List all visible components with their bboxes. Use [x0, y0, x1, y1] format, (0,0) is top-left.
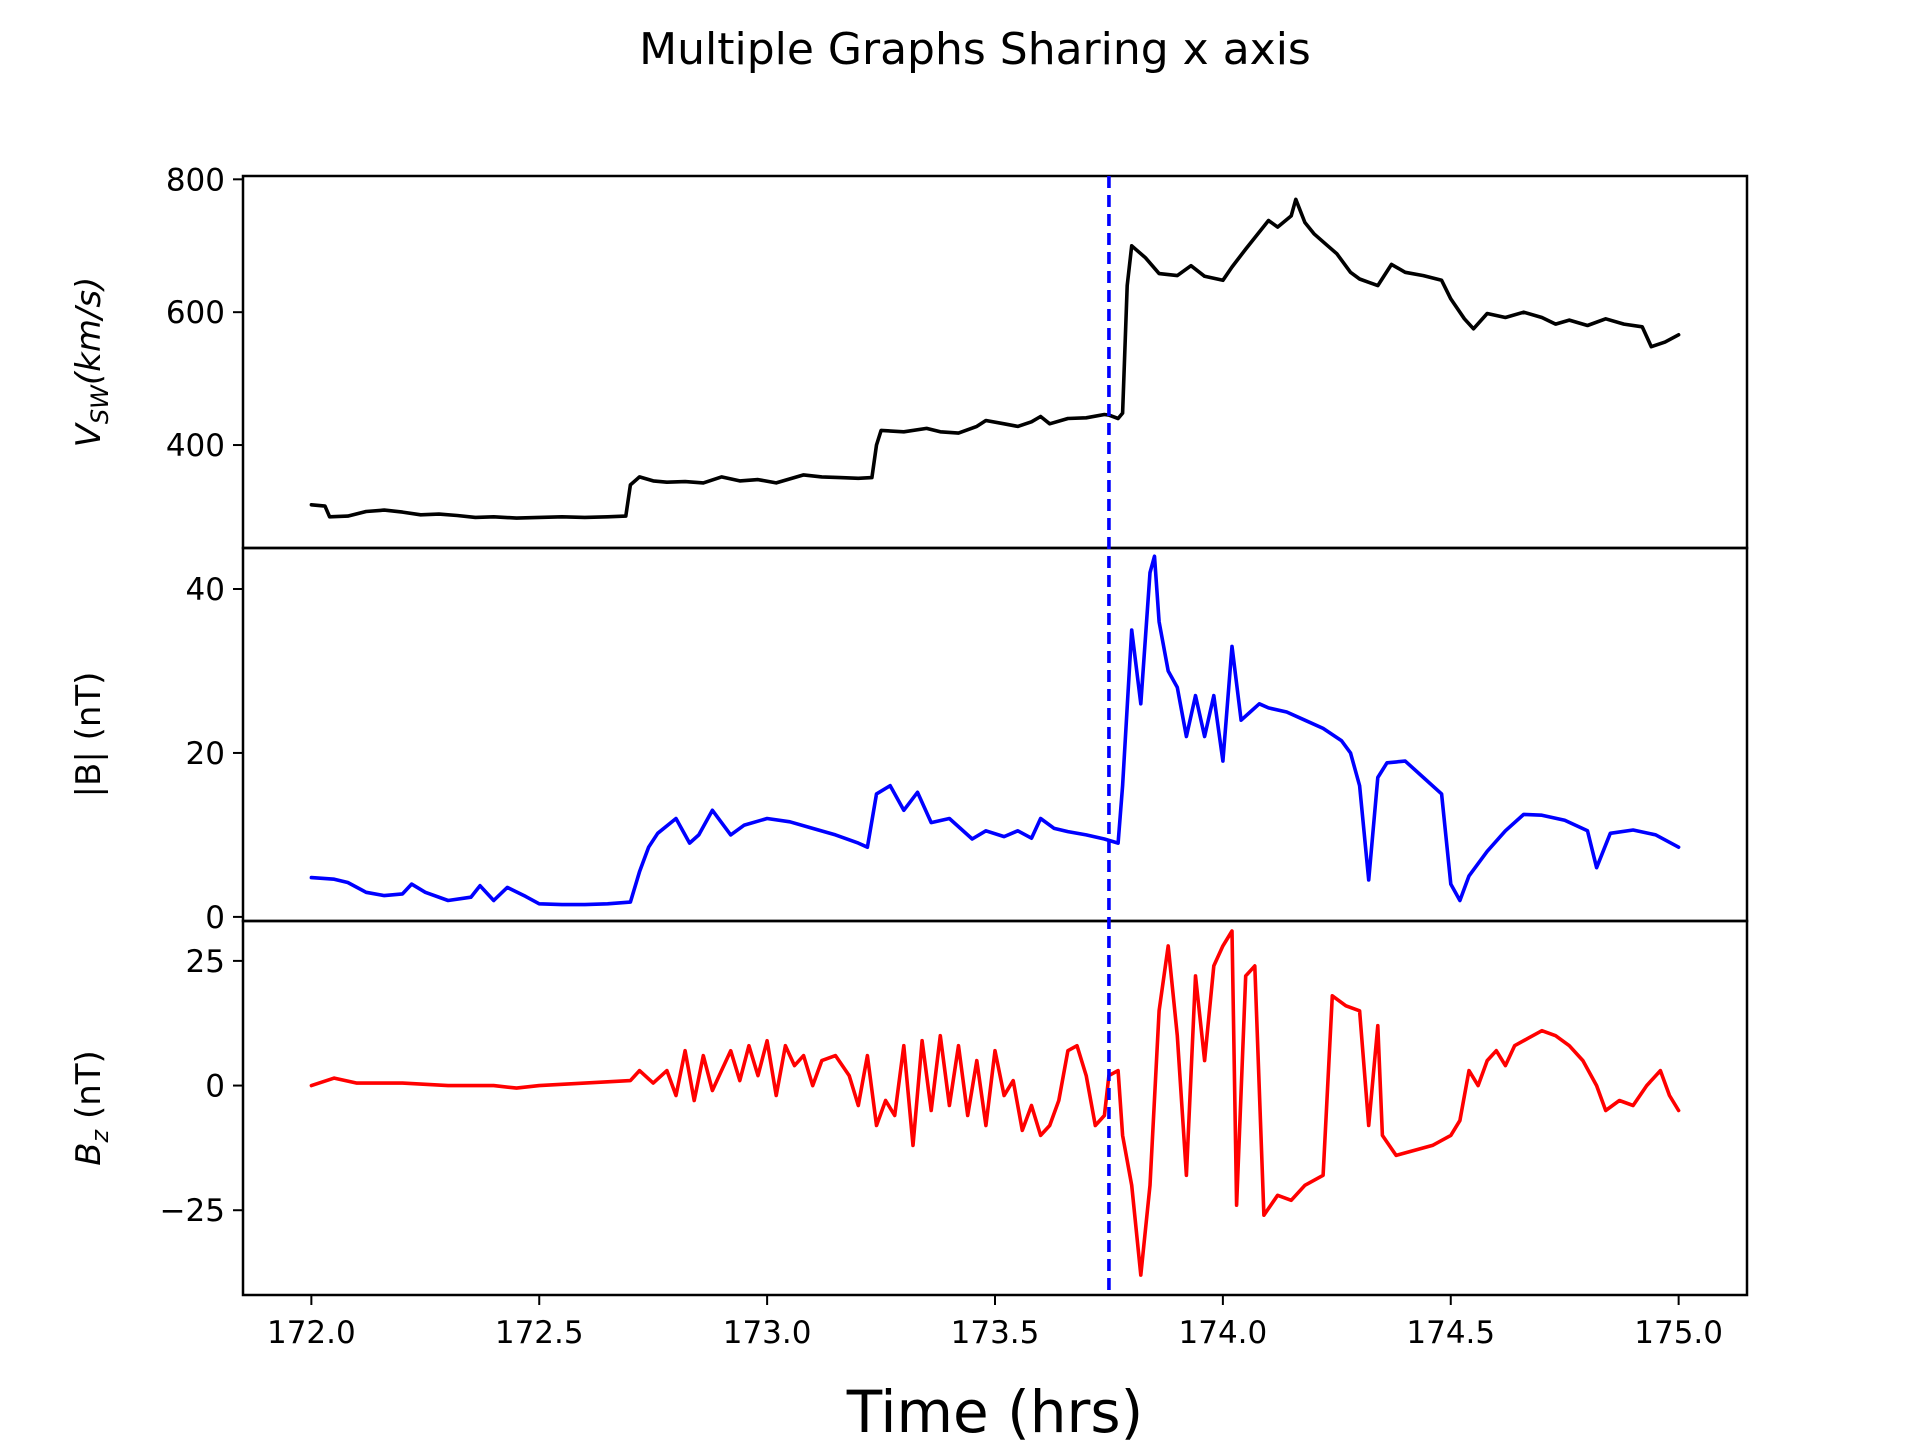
y-axis-label-bmag: |B| (nT)	[69, 672, 109, 798]
chart-title: Multiple Graphs Sharing x axis	[639, 24, 1311, 75]
series-line-bmag	[309, 554, 1681, 907]
panel-vsw: 400 600 800 VSW(km/s)	[69, 162, 1749, 550]
panel-frame-bz	[241, 919, 1749, 1297]
panel-frame-bmag	[241, 546, 1749, 923]
y-tick-label-bz: 0	[205, 1069, 225, 1105]
x-tick-label: 175.0	[1634, 1315, 1723, 1351]
y-axis-label-bz: Bz (nT)	[69, 1050, 114, 1166]
y-tick-label-bz: −25	[160, 1193, 225, 1229]
x-tick-label: 172.0	[267, 1315, 356, 1351]
x-axis-label: Time (hrs)	[846, 1378, 1143, 1440]
x-tick-label: 172.5	[495, 1315, 584, 1351]
panel-frame-vsw	[241, 174, 1749, 550]
y-tick-label-vsw: 800	[166, 162, 225, 198]
y-tick-label-bmag: 20	[186, 736, 225, 772]
y-axis-label-vsw: VSW(km/s)	[69, 277, 114, 448]
y-tick-label-bmag: 40	[186, 572, 225, 608]
x-axis: 172.0 172.5 173.0 173.5 174.0 174.5 175.0	[267, 1295, 1723, 1351]
x-tick-label: 174.0	[1179, 1315, 1268, 1351]
panels: 400 600 800 VSW(km/s) 0 20 40 |B| (nT) −25 0 25 Bz …	[69, 162, 1749, 1297]
x-tick-label: 173.0	[723, 1315, 812, 1351]
x-tick-label: 173.5	[951, 1315, 1040, 1351]
y-tick-label-bmag: 0	[205, 900, 225, 936]
panel-bz: −25 0 25 Bz (nT)	[69, 919, 1749, 1297]
y-tick-label-bz: 25	[186, 944, 225, 980]
panel-bmag: 0 20 40 |B| (nT)	[69, 546, 1749, 936]
series-line-vsw	[309, 197, 1681, 520]
x-tick-label: 174.5	[1406, 1315, 1495, 1351]
series-line-bz	[309, 929, 1681, 1277]
y-tick-label-vsw: 600	[166, 295, 225, 331]
y-tick-label-vsw: 400	[166, 428, 225, 464]
